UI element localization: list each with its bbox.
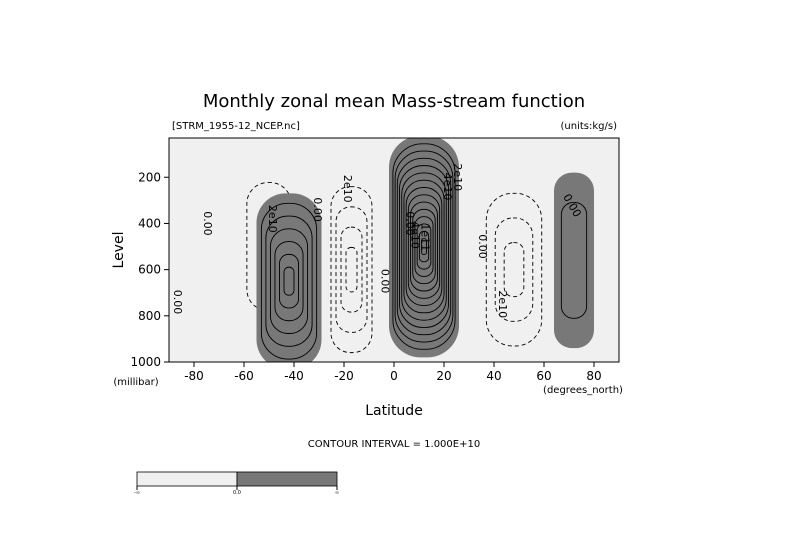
weak-southern-cell-contour [345, 246, 358, 293]
x-axis-units: (degrees_north) [543, 385, 623, 396]
southern-hadley-cell-contour [283, 266, 295, 296]
y-tick-label: 200 [138, 170, 161, 184]
contour-label: 0.00 [311, 197, 324, 222]
colorbar: -∞ 0.0 ∞ [134, 471, 339, 496]
northern-hadley-cell-contour [396, 157, 452, 336]
northern-hadley-cell-contour [412, 208, 436, 285]
contour-label: 1e11 [419, 223, 432, 251]
y-axis-units: (millibar) [113, 377, 158, 388]
northern-hadley-cell [389, 138, 459, 358]
northern-hadley-cell-contour [401, 172, 447, 321]
contour-label: 0.00 [171, 290, 184, 315]
x-tick-label: 60 [536, 369, 551, 383]
x-tick-label: -20 [334, 369, 354, 383]
southern-hadley-cell-shade [256, 193, 322, 362]
northern-hadley-cell-contour [405, 187, 443, 307]
southern-hadley-cell-contour [279, 253, 299, 309]
colorbar-negative [136, 471, 238, 487]
weak-southern-cell-shade [326, 172, 377, 362]
northern-hadley-cell-contour [416, 223, 432, 270]
contour-label: 0.00 [476, 234, 489, 258]
polar-cell-contour [560, 202, 588, 319]
contour-interval-text: CONTOUR INTERVAL = 1.000E+10 [308, 439, 480, 450]
contour-label: 0.00 [379, 269, 392, 294]
northern-ferrel-cell [479, 177, 549, 362]
contour-label: 2e10 [341, 175, 354, 203]
y-axis-label: Level [111, 232, 127, 269]
y-tick-label: 1000 [130, 355, 161, 369]
contour-label: 2e10 [451, 163, 464, 191]
x-tick-label: 20 [436, 369, 451, 383]
southern-hadley-cell [256, 193, 322, 362]
file-label: [STRM_1955-12_NCEP.nc] [172, 121, 300, 132]
contour-label: 2e10 [266, 205, 279, 233]
northern-ferrel-cell-shade [479, 177, 549, 362]
northern-hadley-cell-contour [414, 216, 434, 277]
weak-southern-cell-contour [340, 226, 363, 313]
southern-hadley-cell-contour [265, 215, 313, 347]
y-tick-label: 800 [138, 309, 161, 323]
northern-ferrel-cell-contour [503, 242, 525, 298]
northern-ferrel-cell-contour [494, 217, 534, 322]
x-axis-label: Latitude [365, 403, 423, 419]
northern-hadley-cell-contour [418, 230, 430, 263]
colorbar-label-zero: 0.0 [233, 490, 241, 496]
y-tick-label: 400 [138, 216, 161, 230]
y-tick-label: 600 [138, 263, 161, 277]
weak-southern-cell-contour [335, 206, 368, 333]
northern-ferrel-cell-contour [485, 192, 543, 347]
chart-title: Monthly zonal mean Mass-stream function [203, 91, 585, 112]
contour-label: 2e10 [496, 290, 509, 318]
x-tick-label: 40 [486, 369, 501, 383]
contour-label: 4e10 [409, 221, 422, 249]
polar-cell-shade [554, 172, 594, 349]
northern-hadley-cell-contour [407, 194, 441, 299]
polar-cell [554, 172, 594, 349]
x-tick-label: -80 [184, 369, 204, 383]
y-axis: 200 400 600 800 1000 [130, 170, 169, 369]
northern-hadley-cell-contour [403, 179, 445, 314]
weak-southern-cell-contour [330, 186, 373, 354]
northern-hadley-cell-contour [399, 165, 449, 328]
contour-label: 0.00 [404, 211, 417, 236]
southern-hadley-cell-contour [269, 228, 309, 334]
x-tick-label: -60 [234, 369, 254, 383]
contour-label: 0.00 [201, 211, 214, 236]
units-label: (units:kg/s) [561, 121, 618, 132]
x-tick-label: -40 [284, 369, 304, 383]
colorbar-label-max: ∞ [335, 490, 339, 496]
x-axis: -80 -60 -40 -20 0 20 40 60 80 [184, 362, 602, 383]
northern-hadley-cell-contour [410, 201, 438, 292]
contour-label: 4e10 [441, 173, 454, 201]
northern-hadley-cell-shade [389, 138, 459, 358]
x-tick-label: 80 [586, 369, 601, 383]
northern-hadley-cell-contour [392, 143, 456, 350]
colorbar-label-min: -∞ [134, 490, 140, 496]
southern-hadley-cell-contour [274, 241, 304, 322]
northern-hadley-cell-contour [394, 150, 454, 343]
x-tick-label: 0 [390, 369, 398, 383]
weak-southern-cell [326, 172, 377, 362]
southern-hadley-cell-contour [260, 202, 318, 360]
contour-cells [234, 138, 594, 362]
colorbar-positive [236, 471, 338, 487]
northern-hadley-cell-contour [421, 238, 427, 256]
